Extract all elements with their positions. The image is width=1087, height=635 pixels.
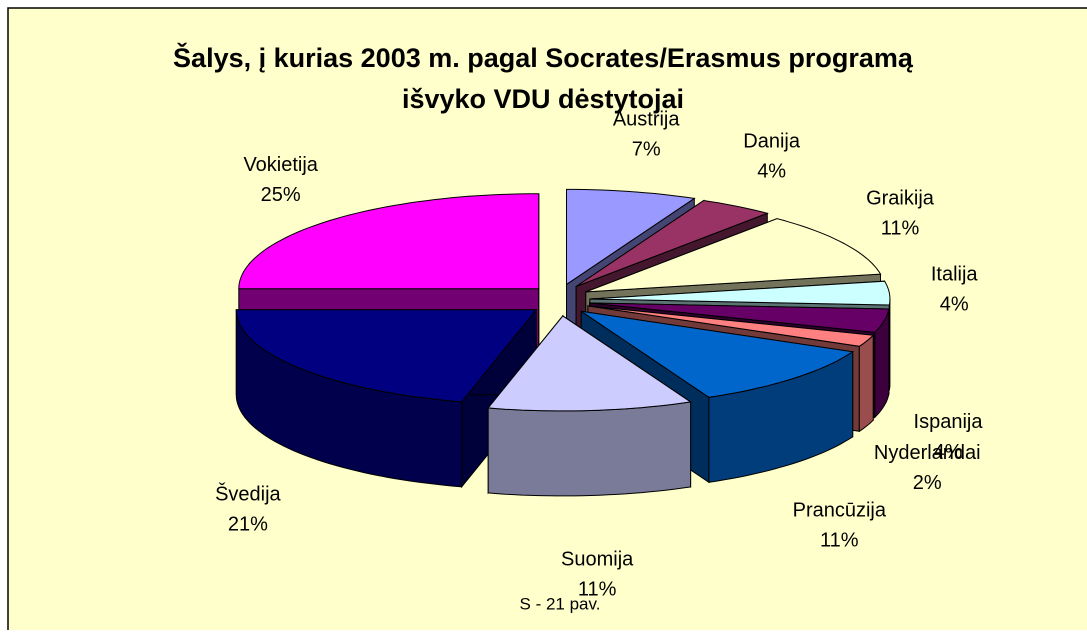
slice-value-label: 11% [578,579,617,601]
slice [238,193,540,290]
slice [575,199,769,287]
slice-wall [858,334,874,433]
slice-value-label: 11% [820,529,859,551]
slice [587,305,875,347]
slice-value-label: 4% [934,441,963,463]
slice-value-label: 2% [913,472,942,494]
caption: S - 21 pav. [520,594,601,613]
slice-label: Ispanija [914,411,984,433]
slice-label: Švedija [215,482,281,505]
slice-label: Suomija [561,549,634,571]
slice-label: Italija [931,264,979,286]
slice-value-label: 25% [261,184,301,206]
slice-label: Danija [743,131,801,153]
slice [580,310,855,398]
slice-wall [487,401,692,497]
chart-title: išvyko VDU dėstytojai [402,84,684,114]
slice [235,309,538,403]
slice-label: Austrija [613,108,681,130]
slice [585,218,882,293]
slice-label: Prancūzija [793,499,887,521]
slice-label: Nyderlandai [874,442,981,464]
slice [589,302,890,333]
slice [487,315,692,412]
slice [566,188,696,286]
slice-value-label: 4% [757,161,786,183]
chart-title: Šalys, į kurias 2003 m. pagal Socrates/E… [173,42,914,73]
chart-area [7,7,1087,635]
slice-label: Graikija [866,188,935,210]
slice-value-label: 7% [632,138,661,160]
slice-value-label: 11% [881,218,920,240]
slice-value-label: 21% [228,513,268,535]
slice [589,280,891,306]
slice-value-label: 4% [940,294,969,316]
slice-label: Vokietija [243,154,318,176]
